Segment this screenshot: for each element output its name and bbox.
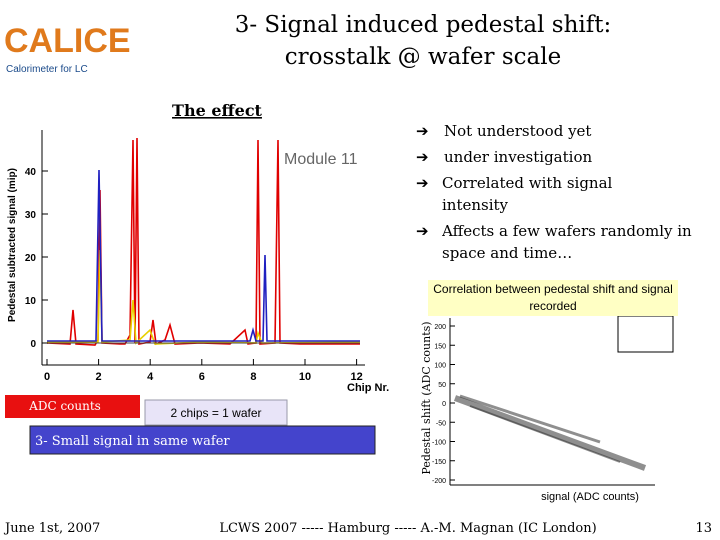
bullet-arrow: ➔ bbox=[416, 148, 429, 166]
logo: CALICE bbox=[4, 22, 131, 60]
bullet-arrow: ➔ bbox=[416, 122, 429, 140]
y-tick-label: -50 bbox=[436, 420, 446, 427]
x-tick-label: 4 bbox=[147, 371, 154, 383]
caption: Correlation between pedestal shift and s… bbox=[433, 282, 673, 313]
bullet: Affects a few wafers randomly in space a… bbox=[442, 222, 692, 262]
section-heading: The effect bbox=[172, 101, 263, 120]
scatter-cloud bbox=[453, 394, 647, 471]
legend: Module 11 bbox=[284, 151, 358, 168]
x-tick-label: 2 bbox=[96, 371, 102, 383]
y-tick-label: 200 bbox=[434, 324, 446, 331]
scatter-band bbox=[469, 405, 621, 463]
caption-wrap: Correlation between pedestal shift and s… bbox=[433, 282, 673, 313]
y-axis-label: Pedestal shift (ADC counts) bbox=[420, 321, 433, 474]
wafer-box bbox=[144, 399, 288, 426]
y-tick-label: 10 bbox=[25, 296, 37, 307]
x-tick-label: 6 bbox=[199, 371, 205, 383]
bullet: under investigation bbox=[444, 148, 592, 166]
y-tick-label: -100 bbox=[432, 440, 446, 447]
y-tick-label: -200 bbox=[432, 478, 446, 485]
footer-date: June 1st, 2007 bbox=[3, 521, 100, 536]
bullet-wrap: Affects a few wafers randomly in space a… bbox=[442, 222, 692, 262]
x-tick-label: 0 bbox=[44, 371, 50, 383]
bullet: Correlated with signal intensity bbox=[442, 174, 613, 214]
y-tick-label: 100 bbox=[434, 363, 446, 370]
y-tick-label: 150 bbox=[434, 343, 446, 350]
y-tick-label: 50 bbox=[438, 382, 446, 389]
title: 3- Signal induced pedestal shift: bbox=[235, 12, 612, 38]
adc-label: ADC counts bbox=[28, 399, 101, 413]
x-tick-label: 12 bbox=[350, 371, 362, 383]
small-signal-box bbox=[29, 425, 376, 455]
x-tick-label: 8 bbox=[250, 371, 256, 383]
adc-box bbox=[5, 395, 140, 418]
bullet-arrow: ➔ bbox=[416, 222, 429, 240]
page-number: 13 bbox=[695, 521, 712, 536]
x-axis-label: signal (ADC counts) bbox=[541, 491, 639, 503]
plot-background bbox=[40, 125, 370, 365]
small-signal-label: 3- Small signal in same wafer bbox=[35, 434, 230, 449]
bullet-arrow: ➔ bbox=[416, 174, 429, 192]
stats-box bbox=[617, 315, 674, 353]
y-axis-label: Pedestal subtracted signal (mip) bbox=[7, 168, 18, 322]
scatter-band bbox=[459, 394, 601, 444]
caption-box bbox=[428, 280, 678, 316]
x-tick-label: 10 bbox=[299, 371, 311, 383]
y-tick-label: 0 bbox=[30, 339, 36, 350]
footer-event: LCWS 2007 ----- Hamburg ----- A.-M. Magn… bbox=[219, 521, 596, 536]
y-tick-label: 30 bbox=[25, 210, 37, 221]
bullet: Not understood yet bbox=[444, 122, 591, 140]
y-tick-label: 40 bbox=[25, 167, 37, 178]
scatter-band bbox=[453, 395, 647, 471]
y-tick-label: 20 bbox=[25, 253, 37, 264]
signal-trace bbox=[47, 169, 360, 342]
bullet-wrap: Correlated with signal intensity bbox=[442, 174, 613, 214]
x-axis-label: Chip Nr. bbox=[347, 382, 389, 394]
logo-subtitle: Calorimeter for LC bbox=[6, 64, 88, 75]
y-tick-label: 0 bbox=[442, 401, 446, 408]
wafer-label: 2 chips = 1 wafer bbox=[170, 406, 261, 420]
y-tick-label: -150 bbox=[432, 459, 446, 466]
title: crosstalk @ wafer scale bbox=[285, 44, 561, 70]
signal-traces bbox=[46, 137, 361, 346]
